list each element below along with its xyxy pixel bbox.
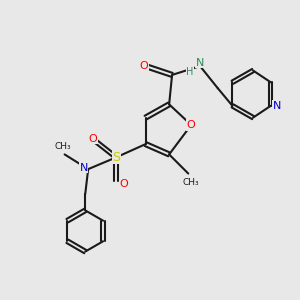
Text: N: N <box>80 163 88 173</box>
Text: O: O <box>88 134 97 144</box>
Text: H: H <box>186 67 194 77</box>
Text: N: N <box>196 58 204 68</box>
Text: O: O <box>187 120 196 130</box>
Text: S: S <box>112 151 120 164</box>
Text: N: N <box>272 101 281 111</box>
Text: O: O <box>140 61 148 71</box>
Text: CH₃: CH₃ <box>55 142 71 151</box>
Text: CH₃: CH₃ <box>183 178 200 187</box>
Text: O: O <box>119 179 128 189</box>
